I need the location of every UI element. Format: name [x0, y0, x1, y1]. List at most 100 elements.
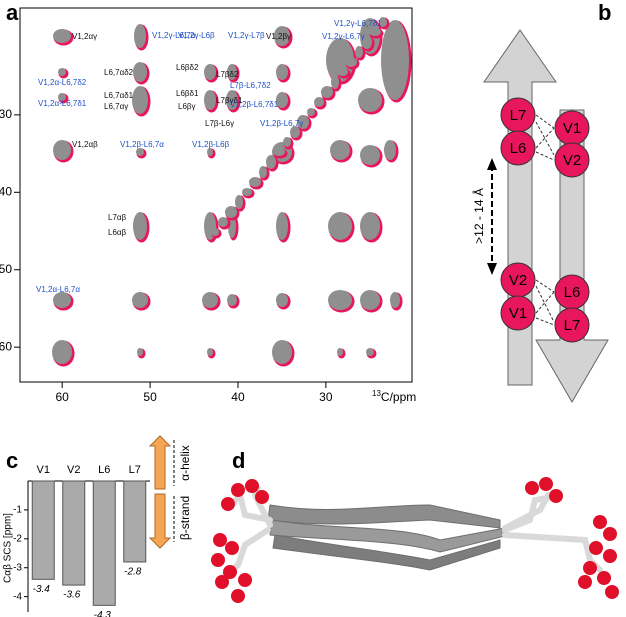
category-label: L6	[98, 464, 110, 476]
y-tick-label: -4	[13, 591, 22, 602]
panel-a: a 13C/ppm 60 50 40 30 30 40 50 60 V1,2αγ L6,7αδ2 L…	[0, 0, 416, 404]
peak	[132, 292, 148, 308]
peak	[338, 68, 348, 76]
peak	[369, 28, 381, 36]
peak	[136, 148, 144, 156]
strand-arrow	[148, 493, 172, 549]
atoms	[211, 477, 619, 603]
peak	[202, 292, 218, 308]
peak	[384, 140, 396, 160]
peak	[242, 188, 252, 196]
panel-label: d	[232, 448, 245, 473]
residue-label: V2	[563, 152, 581, 169]
arrow-head	[487, 158, 497, 170]
value-label: -2.8	[124, 567, 142, 578]
panel-b: b >12 - 14 Å L7 L6 V2 V1 V1 V2 L6 L7	[471, 0, 611, 403]
peak-label: L6,7αδ1	[104, 91, 134, 100]
peak	[53, 292, 71, 308]
peak	[276, 293, 288, 307]
residue	[554, 142, 590, 178]
strand-arrow	[483, 29, 557, 386]
y-tick-label: 30	[0, 107, 12, 121]
bar	[31, 480, 55, 580]
legend-up: α-helix	[178, 445, 192, 481]
peak-label: L7β-L6,7δ2	[230, 81, 271, 90]
peak	[276, 92, 288, 108]
peak-label: V1,2α-L6,7δ2	[38, 78, 87, 87]
x-tick-label: 30	[319, 390, 333, 404]
y-tick-label: 60	[0, 339, 12, 353]
peak	[276, 64, 288, 80]
peak-label: L7αβ	[108, 213, 127, 222]
peak-label: V1,2β-L6β	[192, 140, 230, 149]
peak	[330, 140, 350, 160]
peak	[345, 57, 357, 67]
peak-label: V1,2α-L6,7δ1	[38, 99, 87, 108]
peak	[137, 348, 143, 356]
category-label: V1	[37, 464, 50, 476]
peak-label: V1,2αγ	[72, 32, 97, 41]
residue-label: L7	[564, 317, 581, 334]
peak	[227, 64, 237, 80]
bar	[123, 480, 147, 563]
x-tick-label: 40	[231, 390, 245, 404]
value-label: -3.4	[33, 584, 51, 595]
peak-label: L7βγδ1	[216, 96, 243, 105]
distance-label: >12 - 14 Å	[471, 188, 486, 244]
value-label: -4.3	[94, 610, 112, 617]
peak	[133, 212, 147, 240]
y-axis-label: Cαβ SCS [ppm]	[3, 513, 14, 583]
y-tick-label: 40	[0, 184, 12, 198]
y-tick-label: -3	[13, 562, 22, 573]
peak	[52, 340, 72, 364]
x-tick-label: 50	[143, 390, 157, 404]
peak	[133, 62, 147, 82]
peak	[362, 35, 372, 49]
y-tick-label: -2	[13, 533, 22, 544]
panel-label: c	[6, 448, 18, 473]
peak	[227, 294, 237, 306]
peak	[259, 166, 267, 178]
peak	[331, 75, 339, 89]
panel-d: d	[211, 448, 619, 603]
legend-down: β-strand	[178, 496, 192, 540]
peak	[132, 86, 148, 114]
peak	[360, 212, 380, 240]
peak	[53, 140, 71, 160]
peak-label: V1,2γ-L7β	[228, 31, 265, 40]
ribbons	[267, 504, 506, 571]
residue-label: V2	[509, 272, 527, 289]
peak	[274, 26, 290, 46]
x-axis-label: 13C/ppm	[372, 389, 416, 404]
peak-label: V1,2β-L6,7δ1	[230, 100, 279, 109]
residue-label: L7	[510, 107, 527, 124]
y-tick-label: -1	[13, 505, 22, 516]
panel-label: b	[598, 0, 611, 25]
peak	[58, 68, 66, 76]
peak-label: L7βδ2	[216, 70, 239, 79]
peak	[204, 64, 216, 80]
peak	[390, 292, 400, 308]
arrow-head	[487, 263, 497, 275]
peak-label: L6βδ1	[176, 89, 199, 98]
peak	[58, 93, 66, 101]
peak	[321, 86, 333, 98]
category-label: V2	[67, 464, 80, 476]
peak-label: L6βδ2	[176, 63, 199, 72]
peak-label: L6αβ	[108, 228, 127, 237]
peak	[290, 126, 300, 138]
category-label: L7	[129, 464, 141, 476]
residue-label: V1	[509, 305, 527, 322]
peak	[266, 155, 276, 169]
peak	[249, 177, 261, 187]
residue	[554, 307, 590, 343]
contacts	[535, 114, 555, 326]
helix-arrow	[148, 435, 172, 490]
peak	[273, 148, 285, 156]
residue-label: L6	[564, 284, 581, 301]
y-tick-label: 50	[0, 262, 12, 276]
peak	[218, 217, 228, 227]
peak	[360, 145, 380, 165]
plot-frame	[19, 7, 413, 383]
peak	[207, 148, 213, 156]
